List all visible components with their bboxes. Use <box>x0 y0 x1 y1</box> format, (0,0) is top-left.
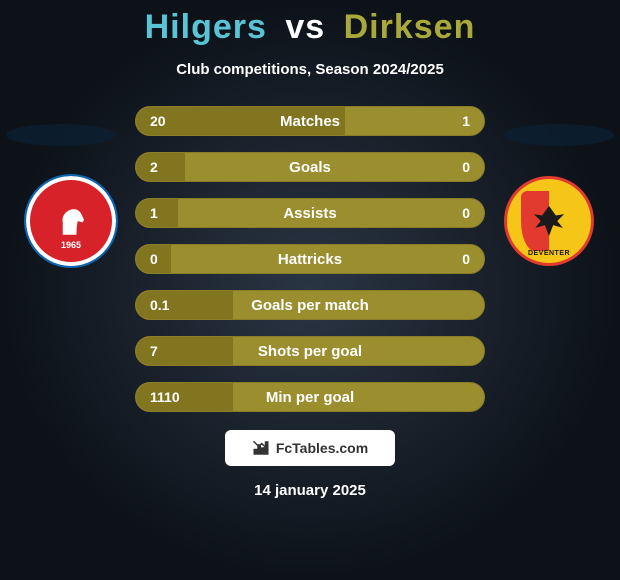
stat-label: Assists <box>136 199 484 227</box>
stat-label: Hattricks <box>136 245 484 273</box>
stat-row: 7Shots per goal <box>135 336 485 366</box>
stat-row: 20Matches1 <box>135 106 485 136</box>
eagle-icon <box>527 199 571 243</box>
stat-row: 0Hattricks0 <box>135 244 485 274</box>
vs-label: vs <box>285 8 325 46</box>
stat-value-right: 1 <box>462 107 470 135</box>
stat-value-right: 0 <box>462 153 470 181</box>
stat-row: 1110Min per goal <box>135 382 485 412</box>
stat-value-right: 0 <box>462 245 470 273</box>
player2-shadow <box>504 124 614 146</box>
stat-label: Min per goal <box>136 383 484 411</box>
page-title: Hilgers vs Dirksen <box>0 0 620 47</box>
stat-value-right: 0 <box>462 199 470 227</box>
player1-name: Hilgers <box>145 8 267 46</box>
brand-badge[interactable]: FcTables.com <box>225 430 395 466</box>
crest-year: 1965 <box>61 240 81 250</box>
chart-icon <box>252 439 270 457</box>
player2-name: Dirksen <box>344 8 476 46</box>
stat-row: 2Goals0 <box>135 152 485 182</box>
club-crest-goahead: DEVENTER <box>504 176 594 266</box>
stat-row: 1Assists0 <box>135 198 485 228</box>
stat-label: Matches <box>136 107 484 135</box>
stat-label: Shots per goal <box>136 337 484 365</box>
stat-label: Goals per match <box>136 291 484 319</box>
player1-shadow <box>6 124 116 146</box>
club-crest-twente: 1965 <box>26 176 116 266</box>
subtitle: Club competitions, Season 2024/2025 <box>0 61 620 78</box>
date-label: 14 january 2025 <box>0 482 620 499</box>
crest-city: DEVENTER <box>528 250 570 257</box>
horse-icon <box>49 199 93 243</box>
brand-label: FcTables.com <box>276 440 368 456</box>
stat-row: 0.1Goals per match <box>135 290 485 320</box>
stat-label: Goals <box>136 153 484 181</box>
